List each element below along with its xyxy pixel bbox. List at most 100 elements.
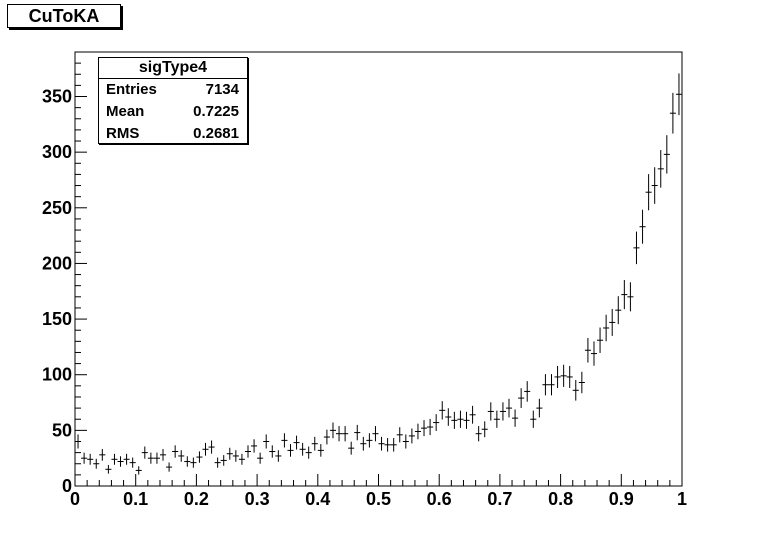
stats-name: sigType4 xyxy=(99,58,247,79)
data-point xyxy=(105,464,112,474)
data-point xyxy=(542,374,549,396)
data-point xyxy=(360,436,367,451)
data-point xyxy=(512,409,519,427)
data-point xyxy=(566,365,573,388)
stats-box: sigType4 Entries 7134 Mean 0.7225 RMS 0.… xyxy=(98,57,248,144)
data-point xyxy=(299,442,306,456)
data-point xyxy=(493,410,500,428)
data-points xyxy=(75,73,682,475)
data-point xyxy=(336,426,343,442)
stats-row-entries: Entries 7134 xyxy=(99,79,247,101)
stats-value: 7134 xyxy=(205,81,239,98)
data-point xyxy=(153,452,160,464)
data-point xyxy=(475,426,482,442)
data-point xyxy=(99,448,106,461)
data-point xyxy=(305,446,312,459)
data-point xyxy=(311,436,318,451)
data-point xyxy=(378,436,385,451)
data-point xyxy=(329,422,337,439)
data-point xyxy=(505,398,513,418)
data-point xyxy=(548,374,555,396)
x-tick-label: 0.4 xyxy=(305,489,330,509)
data-point xyxy=(220,455,227,466)
data-point xyxy=(675,73,682,116)
stats-key: Entries xyxy=(106,81,157,98)
data-point xyxy=(251,439,258,453)
stats-row-rms: RMS 0.2681 xyxy=(99,123,247,145)
x-tick-label: 0.3 xyxy=(245,489,270,509)
data-point xyxy=(87,453,94,465)
data-point xyxy=(354,424,361,441)
data-point xyxy=(445,408,452,426)
data-point xyxy=(202,442,209,456)
x-tick-label: 0.2 xyxy=(184,489,209,509)
data-point xyxy=(639,209,646,244)
data-point xyxy=(657,150,664,188)
data-point xyxy=(402,434,409,449)
data-point xyxy=(263,434,270,449)
data-point xyxy=(578,371,585,394)
y-tick-label: 250 xyxy=(42,198,72,218)
stats-value: 0.7225 xyxy=(193,103,239,120)
data-point xyxy=(663,135,670,174)
y-tick-label: 200 xyxy=(42,253,72,273)
data-point xyxy=(651,167,658,204)
data-point xyxy=(572,379,579,401)
y-tick-label: 300 xyxy=(42,142,72,162)
x-tick-label: 0.9 xyxy=(609,489,634,509)
data-point xyxy=(287,444,294,457)
y-tick-label: 0 xyxy=(62,476,72,496)
data-point xyxy=(603,314,610,342)
data-point xyxy=(81,452,88,464)
y-tick-label: 50 xyxy=(52,420,72,440)
data-point xyxy=(135,466,142,475)
data-point xyxy=(457,410,464,428)
data-point xyxy=(427,418,434,436)
data-point xyxy=(420,420,428,437)
x-tick-label: 0.8 xyxy=(548,489,573,509)
data-point xyxy=(293,435,300,450)
data-point xyxy=(244,445,252,458)
data-point xyxy=(621,280,628,310)
data-point xyxy=(408,428,415,444)
data-point xyxy=(75,434,82,449)
data-point xyxy=(208,440,215,454)
data-point xyxy=(178,450,185,462)
data-point xyxy=(627,282,634,312)
data-point xyxy=(414,423,421,440)
x-tick-label: 0.1 xyxy=(123,489,148,509)
x-tick-label: 0.6 xyxy=(427,489,452,509)
data-point xyxy=(536,398,543,418)
data-point xyxy=(590,341,598,366)
data-point xyxy=(560,364,567,387)
y-tick-label: 150 xyxy=(42,309,72,329)
stats-key: RMS xyxy=(106,125,140,142)
data-point xyxy=(323,429,330,445)
data-point xyxy=(166,462,173,472)
data-point xyxy=(439,401,446,420)
data-point xyxy=(342,426,349,442)
x-tick-label: 0.7 xyxy=(487,489,512,509)
data-point xyxy=(281,433,288,448)
x-tick-label: 0.5 xyxy=(366,489,391,509)
data-point xyxy=(111,453,118,465)
data-point xyxy=(214,457,221,468)
data-point xyxy=(159,448,167,461)
data-point xyxy=(196,451,203,463)
data-point xyxy=(530,410,537,428)
stats-key: Mean xyxy=(106,103,145,120)
data-point xyxy=(499,402,506,421)
data-point xyxy=(487,402,494,421)
data-point xyxy=(184,456,191,467)
data-point xyxy=(554,365,561,388)
data-point xyxy=(518,388,525,408)
data-point xyxy=(481,421,488,438)
data-point xyxy=(117,456,124,467)
data-point xyxy=(396,427,403,443)
data-point xyxy=(463,411,470,429)
stats-value: 0.2681 xyxy=(193,125,239,142)
data-point xyxy=(238,453,245,465)
data-point xyxy=(147,452,154,464)
data-point xyxy=(275,450,282,462)
y-tick-label: 100 xyxy=(42,365,72,385)
